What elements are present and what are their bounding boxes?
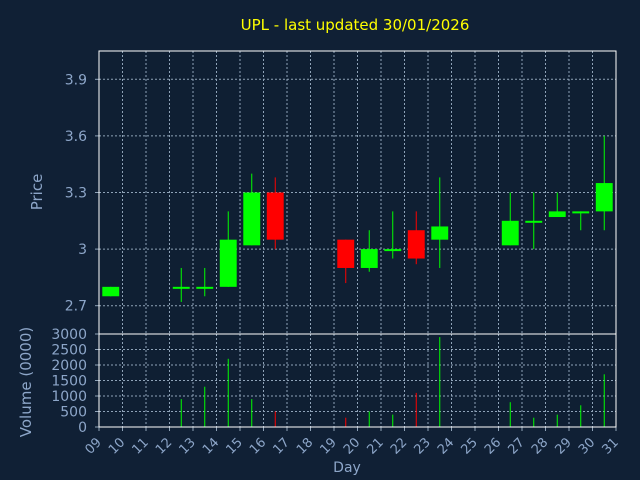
price-tick-label: 3 bbox=[78, 242, 87, 258]
price-tick-label: 3.9 bbox=[65, 72, 87, 88]
x-tick-label: 21 bbox=[365, 435, 387, 457]
x-tick-label: 11 bbox=[130, 435, 152, 457]
x-tick-label: 20 bbox=[341, 435, 363, 457]
candle-body bbox=[266, 192, 284, 240]
x-tick-label: 31 bbox=[600, 435, 622, 457]
x-tick-label: 24 bbox=[435, 435, 457, 457]
chart-title: UPL - last updated 30/01/2026 bbox=[241, 16, 470, 34]
candle-body bbox=[196, 286, 214, 289]
volume-tick-label: 0 bbox=[78, 420, 87, 436]
candle-body bbox=[572, 211, 590, 214]
x-tick-label: 22 bbox=[388, 435, 410, 457]
price-panel: 2.7 3 3.3 3.6 3.9 bbox=[65, 50, 617, 335]
price-tick-label: 3.6 bbox=[65, 129, 87, 145]
candle-body bbox=[407, 230, 425, 259]
volume-tick-label: 1000 bbox=[51, 389, 87, 405]
x-axis-label: Day bbox=[333, 460, 361, 476]
candle-body bbox=[219, 239, 237, 287]
x-tick-label: 17 bbox=[271, 435, 293, 457]
x-tick-label: 28 bbox=[529, 435, 551, 457]
candle-body bbox=[337, 239, 355, 268]
candle-body bbox=[525, 220, 543, 223]
x-tick-label: 09 bbox=[83, 435, 105, 457]
volume-tick-label: 2500 bbox=[51, 343, 87, 359]
x-tick-label: 14 bbox=[200, 435, 222, 457]
price-axis-label: Price bbox=[28, 174, 46, 211]
x-tick-label: 12 bbox=[153, 435, 175, 457]
x-tick-label: 27 bbox=[506, 435, 528, 457]
candle-body bbox=[548, 211, 566, 218]
candle-body bbox=[360, 249, 378, 268]
volume-tick-label: 1500 bbox=[51, 374, 87, 390]
x-tick-label: 30 bbox=[576, 435, 598, 457]
x-tick-label: 25 bbox=[459, 435, 481, 457]
x-tick-label: 29 bbox=[553, 435, 575, 457]
candle-body bbox=[501, 220, 519, 246]
x-tick-label: 16 bbox=[247, 435, 269, 457]
candle-body bbox=[102, 286, 120, 297]
candle-body bbox=[384, 249, 402, 252]
price-tick-label: 2.7 bbox=[65, 299, 87, 315]
volume-plot-frame bbox=[98, 333, 617, 428]
candle-body bbox=[172, 286, 190, 289]
volume-tick-label: 2000 bbox=[51, 358, 87, 374]
candle-body bbox=[243, 192, 261, 246]
x-tick-label: 18 bbox=[294, 435, 316, 457]
x-tick-label: 15 bbox=[224, 435, 246, 457]
volume-tick-label: 3000 bbox=[51, 327, 87, 343]
x-tick-label: 26 bbox=[482, 435, 504, 457]
volume-axis-label: Volume (0000) bbox=[17, 327, 35, 437]
x-tick-label: 23 bbox=[412, 435, 434, 457]
price-tick-label: 3.3 bbox=[65, 186, 87, 202]
x-tick-label: 13 bbox=[177, 435, 199, 457]
volume-tick-label: 500 bbox=[60, 405, 87, 421]
volume-panel: 09 10 11 12 13 14 15 16 17 18 19 20 21 22 23 24 25 26 27 28… bbox=[51, 327, 621, 458]
candle-body bbox=[595, 183, 613, 212]
x-tick-label: 19 bbox=[318, 435, 340, 457]
candle-body bbox=[431, 226, 449, 240]
x-tick-label: 10 bbox=[106, 435, 128, 457]
